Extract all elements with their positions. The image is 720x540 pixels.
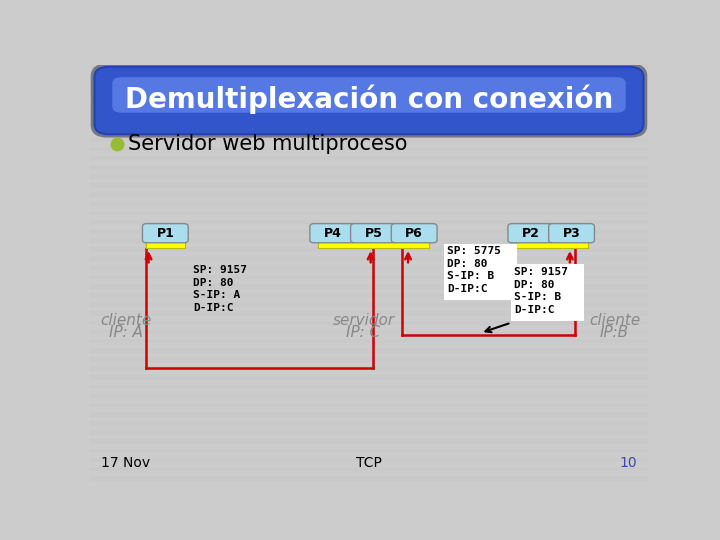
- Bar: [90, 110, 648, 114]
- Bar: [90, 421, 648, 426]
- FancyBboxPatch shape: [549, 224, 595, 243]
- Bar: [90, 211, 648, 215]
- Text: SP: 9157: SP: 9157: [193, 265, 247, 275]
- Bar: [90, 312, 648, 316]
- Text: P1: P1: [156, 227, 174, 240]
- Bar: [90, 449, 648, 453]
- FancyBboxPatch shape: [351, 224, 396, 243]
- Text: IP:B: IP:B: [600, 326, 629, 341]
- Text: P4: P4: [324, 227, 342, 240]
- Text: cliente: cliente: [101, 313, 152, 328]
- Bar: [90, 238, 648, 243]
- Bar: [90, 275, 648, 279]
- Text: P3: P3: [562, 227, 580, 240]
- Text: 17 Nov: 17 Nov: [101, 456, 150, 470]
- Bar: [90, 321, 648, 325]
- Bar: [90, 201, 648, 206]
- FancyBboxPatch shape: [93, 66, 645, 136]
- Bar: [90, 119, 648, 124]
- Bar: [90, 348, 648, 353]
- Text: S-IP: B: S-IP: B: [447, 272, 495, 281]
- Text: Demultiplexación con conexión: Demultiplexación con conexión: [125, 84, 613, 113]
- Bar: [90, 147, 648, 151]
- Bar: [90, 64, 648, 69]
- Text: Servidor web multiproceso: Servidor web multiproceso: [128, 134, 408, 154]
- Text: SP: 9157: SP: 9157: [514, 267, 568, 277]
- Text: 10: 10: [619, 456, 637, 470]
- Text: servidor: servidor: [333, 313, 395, 328]
- Bar: [90, 92, 648, 97]
- Bar: [90, 83, 648, 87]
- Bar: [90, 73, 648, 78]
- Bar: [318, 236, 429, 248]
- FancyBboxPatch shape: [508, 224, 554, 243]
- Text: DP: 80: DP: 80: [193, 278, 234, 288]
- Bar: [90, 412, 648, 416]
- Bar: [90, 366, 648, 371]
- Text: DP: 80: DP: 80: [447, 259, 487, 269]
- Bar: [90, 165, 648, 170]
- Text: S-IP: A: S-IP: A: [193, 290, 240, 300]
- FancyBboxPatch shape: [392, 224, 437, 243]
- FancyBboxPatch shape: [94, 67, 644, 134]
- Bar: [90, 394, 648, 399]
- Text: D-IP:C: D-IP:C: [193, 302, 234, 313]
- Bar: [511, 265, 584, 321]
- Bar: [90, 375, 648, 380]
- Bar: [90, 467, 648, 471]
- Bar: [90, 256, 648, 261]
- Text: S-IP: B: S-IP: B: [514, 292, 562, 302]
- Bar: [90, 220, 648, 225]
- Text: P6: P6: [405, 227, 423, 240]
- Bar: [90, 266, 648, 270]
- Text: P2: P2: [522, 227, 540, 240]
- Bar: [516, 236, 588, 248]
- Bar: [90, 339, 648, 343]
- Bar: [90, 183, 648, 188]
- Text: D-IP:C: D-IP:C: [514, 305, 554, 315]
- Bar: [90, 440, 648, 444]
- Bar: [90, 430, 648, 435]
- Text: TCP: TCP: [356, 456, 382, 470]
- Text: IP: A: IP: A: [109, 326, 143, 341]
- Bar: [90, 192, 648, 197]
- Bar: [90, 329, 648, 334]
- Bar: [145, 236, 185, 248]
- Bar: [90, 293, 648, 298]
- Text: DP: 80: DP: 80: [514, 280, 554, 290]
- Bar: [90, 403, 648, 407]
- Bar: [90, 138, 648, 142]
- Bar: [90, 357, 648, 362]
- Bar: [90, 174, 648, 179]
- Bar: [90, 302, 648, 307]
- Text: P5: P5: [364, 227, 382, 240]
- Bar: [90, 247, 648, 252]
- FancyBboxPatch shape: [143, 224, 188, 243]
- Text: SP: 5775: SP: 5775: [447, 246, 501, 256]
- Text: IP: C: IP: C: [346, 326, 380, 341]
- FancyBboxPatch shape: [112, 77, 626, 113]
- Bar: [90, 458, 648, 462]
- Bar: [90, 101, 648, 105]
- Bar: [90, 384, 648, 389]
- Bar: [444, 244, 517, 300]
- Text: D-IP:C: D-IP:C: [447, 284, 487, 294]
- Text: cliente: cliente: [589, 313, 640, 328]
- Bar: [90, 129, 648, 133]
- Bar: [90, 476, 648, 481]
- Bar: [90, 156, 648, 160]
- FancyBboxPatch shape: [310, 224, 356, 243]
- Bar: [90, 229, 648, 234]
- Bar: [90, 284, 648, 288]
